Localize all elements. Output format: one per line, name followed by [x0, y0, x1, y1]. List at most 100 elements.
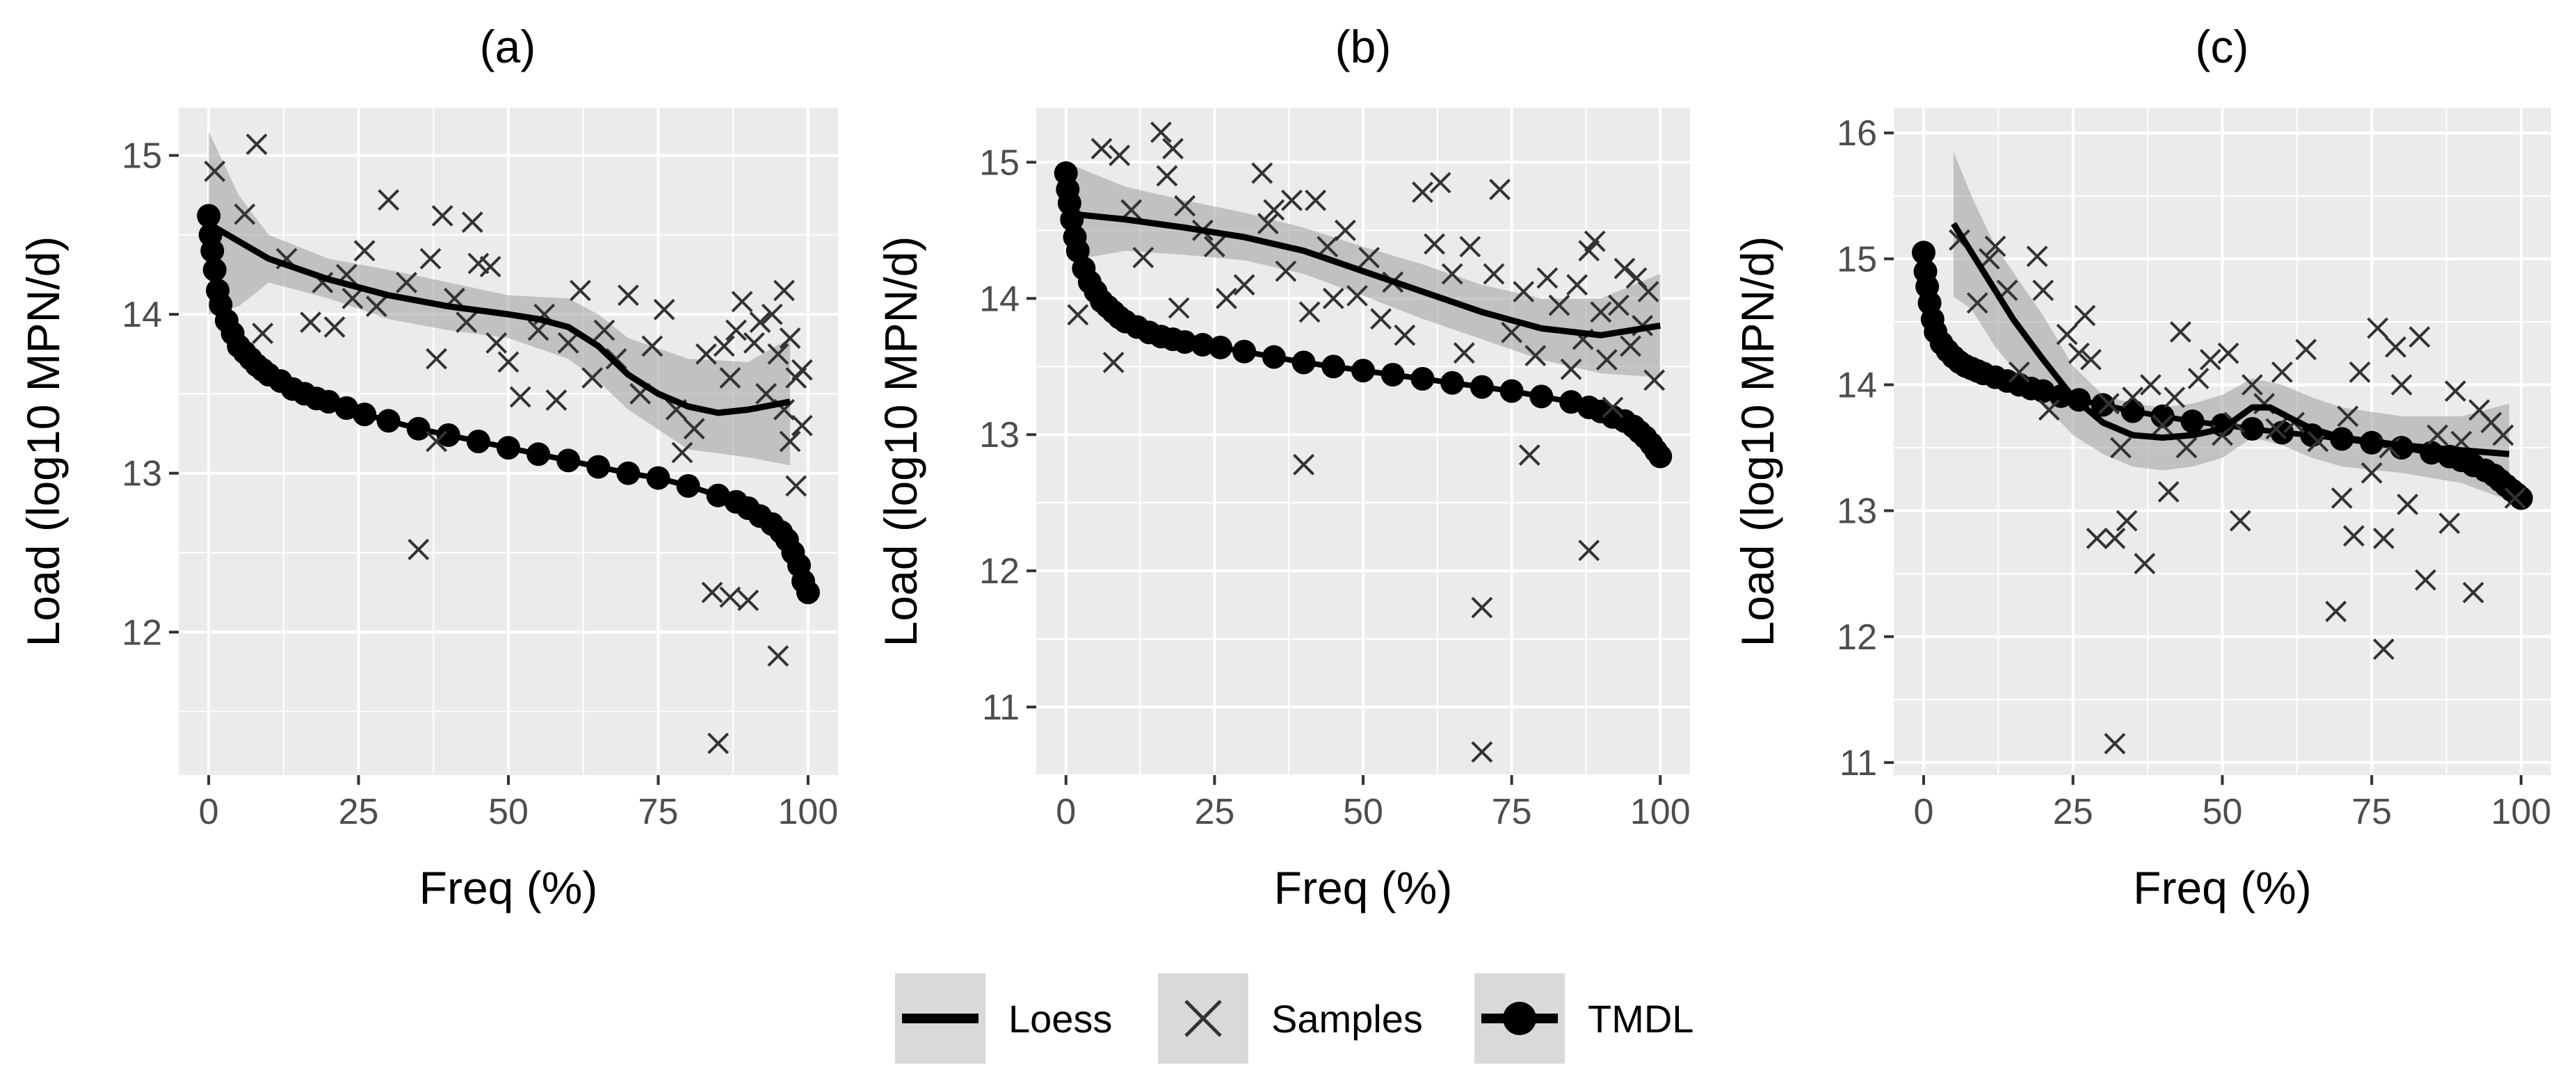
panel-b-tmdl-point — [1559, 390, 1584, 414]
panel-a-sample-point — [509, 386, 531, 408]
panel-b-sample-point — [1584, 230, 1606, 252]
panel-c-tmdl-point — [2120, 399, 2145, 423]
legend-key-tmdl-dot — [1503, 1002, 1536, 1035]
panel-b-sample-point — [1620, 335, 1641, 357]
panel-c-tmdl-point — [1911, 241, 1935, 265]
panel-b-sample-point — [1090, 138, 1113, 160]
panel-a-x-axis-title: Freq (%) — [419, 862, 598, 913]
panel-b-sample-point — [1536, 267, 1559, 289]
panel-c-sample-point — [2426, 424, 2449, 446]
legend-label-loess: Loess — [1008, 997, 1112, 1041]
panel-b-tmdl-point — [1529, 384, 1554, 409]
panel-c-sample-point — [2445, 380, 2466, 402]
panel-a-sample-point — [719, 367, 741, 389]
panel-b-sample-point — [1298, 301, 1321, 323]
panel-a-sample-point — [252, 323, 274, 344]
panel-a-sample-point — [497, 351, 520, 373]
panel-a-tmdl-point — [466, 430, 490, 453]
panel-c-y-tick-label: 11 — [1840, 743, 1877, 783]
panel-b-loess-line — [1071, 211, 1661, 339]
panel-a-sample-point — [773, 279, 795, 302]
panel-c-sample-point — [2008, 361, 2030, 383]
panel-b-sample-point — [1102, 351, 1125, 373]
panel-c-sample-point — [2349, 361, 2371, 383]
panel-b-sample-point — [1424, 233, 1445, 255]
panel-b-sample-point — [1453, 342, 1475, 364]
panel-b-tmdl-point — [1321, 355, 1346, 379]
panel-b-sample-point — [1233, 274, 1255, 296]
panel-a-sample-point — [365, 295, 387, 318]
panel-a-sample-point — [695, 343, 717, 365]
panel-c-tmdl-point — [2150, 404, 2175, 428]
panel-b-sample-point — [1483, 263, 1505, 285]
panel-c-sample-point — [2241, 374, 2263, 396]
panel-c-tmdl-point — [2509, 486, 2534, 510]
panel-a-title: (a) — [480, 21, 536, 72]
panel-a-sample-point — [791, 414, 813, 437]
panel-a-sample-point — [419, 247, 442, 270]
panel-c-sample-point — [2086, 528, 2108, 549]
panel-b-sample-point — [1109, 145, 1131, 166]
panel-c-loess-line — [1951, 222, 2510, 457]
panel-a-y-tick-label: 13 — [122, 454, 162, 494]
panel-b-sample-point — [1513, 281, 1535, 302]
panel-a-x-tick-label: 75 — [638, 792, 679, 832]
panel-b-sample-point — [1560, 358, 1582, 380]
panel-b-sample-point — [1441, 263, 1463, 285]
panel-c-sample-point — [2492, 424, 2514, 446]
panel-b-tmdl-point — [1499, 379, 1524, 403]
panel-c-sample-point — [2056, 323, 2078, 346]
panel-a-sample-point — [461, 211, 483, 233]
panel-c-y-tick-label: 12 — [1837, 617, 1877, 658]
legend: Loess Samples TMDL — [895, 973, 1693, 1064]
panel-b-tmdl-point — [1380, 363, 1405, 387]
panel-b-x-tick-label: 75 — [1492, 792, 1532, 832]
panel-b-tmdl-point — [1208, 335, 1232, 359]
panel-b-sample-point — [1156, 165, 1178, 187]
panel-c-sample-point — [2152, 414, 2174, 436]
panel-a-sample-point — [749, 311, 771, 333]
panel-b-sample-point — [1168, 297, 1190, 319]
panel-c-sample-point — [2199, 348, 2221, 371]
panel-b-sample-point — [1459, 236, 1481, 258]
legend-label-tmdl: TMDL — [1588, 997, 1693, 1041]
panel-a-sample-point — [323, 316, 346, 338]
panel-a-loess-line — [207, 220, 791, 416]
panel-a-sample-point — [378, 189, 400, 211]
panel-a-sample-point — [204, 161, 226, 182]
panel-c-sample-point — [2462, 581, 2484, 603]
panel-a-sample-point — [593, 319, 615, 341]
panel-c-sample-point — [2122, 387, 2144, 409]
panel-c-sample-point — [2098, 393, 2120, 415]
panel-b-sample-point — [1613, 257, 1636, 279]
panel-c-sample-point — [2438, 512, 2461, 535]
panel-c-sample-point — [2080, 348, 2102, 371]
panel-c-sample-point — [2360, 462, 2383, 484]
panel-c-sample-point — [2217, 342, 2239, 364]
panel-a-tmdl-point — [556, 448, 581, 473]
panel-b-sample-point — [1275, 260, 1297, 282]
panel-b-y-tick-label: 13 — [979, 415, 1020, 455]
panel-b-sample-point — [1590, 301, 1612, 323]
panel-a-sample-point — [761, 303, 783, 325]
panel-b-sample-point — [1595, 349, 1618, 371]
panel-b-sample-point — [1471, 741, 1493, 763]
panel-c-sample-point — [2343, 525, 2365, 547]
panel-a-sample-point — [456, 311, 478, 333]
panel-a-x-tick-label: 50 — [488, 792, 529, 832]
panel-c-sample-point — [2104, 733, 2126, 755]
panel-a-x-tick-label: 100 — [778, 792, 839, 832]
panel-c-title: (c) — [2196, 21, 2249, 72]
panel-b-x-axis-title: Freq (%) — [1274, 862, 1453, 913]
panel-c-sample-point — [2164, 387, 2186, 409]
panel-c-sample-point — [2373, 638, 2394, 660]
panel-c-sample-point — [2038, 399, 2060, 421]
panel-a-sample-point — [731, 291, 753, 313]
panel-c-sample-point — [2187, 368, 2209, 389]
panel-a-sample-point — [779, 327, 801, 349]
panel-c-sample-point — [2325, 601, 2347, 622]
panel-b-sample-point — [1548, 294, 1570, 316]
panel-b-sample-point — [1608, 294, 1629, 316]
panel-c-sample-point — [2068, 342, 2090, 364]
